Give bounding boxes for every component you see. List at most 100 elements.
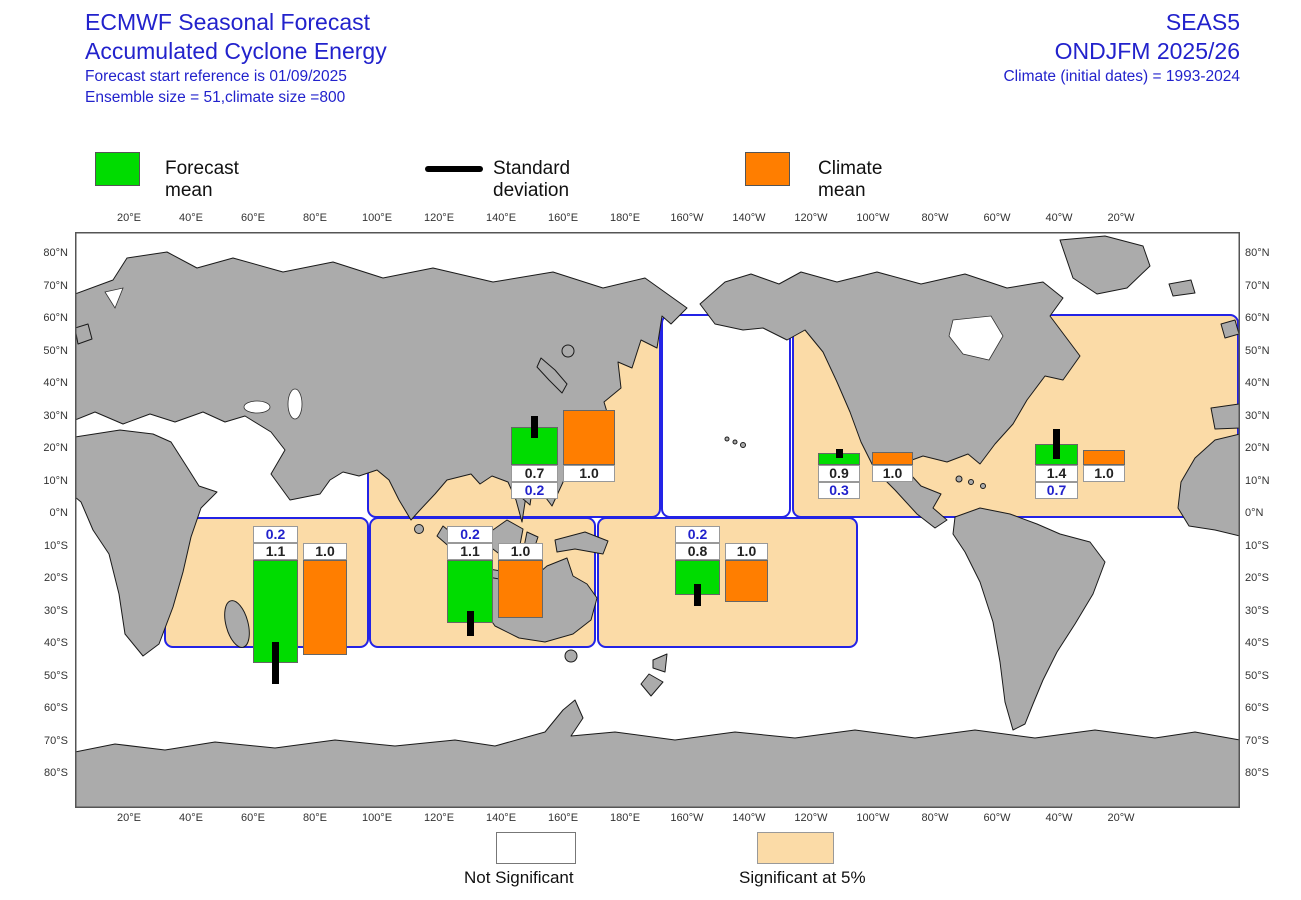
island-iceland <box>1168 279 1196 297</box>
latitude-label: 70°S <box>1245 734 1269 747</box>
forecast-start-reference: Forecast start reference is 01/09/2025 <box>85 68 347 85</box>
inland-seas <box>104 287 1004 420</box>
not-significant-label: Not Significant <box>464 868 574 887</box>
latitude-label: 50°N <box>1245 344 1270 357</box>
hudson-bay <box>948 315 1004 361</box>
longitude-label: 20°E <box>117 212 141 224</box>
latitude-label: 60°N <box>1245 312 1270 324</box>
longitude-label: 160°E <box>547 212 579 224</box>
latitude-label: 30°S <box>1245 604 1269 617</box>
climate-value: 1.0 <box>725 543 768 560</box>
forecast-value: 0.7 <box>511 465 558 482</box>
latitude-label: 30°N <box>43 409 68 422</box>
island-sri-lanka <box>414 524 424 534</box>
latitude-label: 20°S <box>44 572 68 584</box>
longitude-label: 20°W <box>1107 812 1135 824</box>
forecast-sd-value: 0.7 <box>1035 482 1078 499</box>
islands-caribbean <box>955 475 986 489</box>
header-right: SEAS5 ONDJFM 2025/26 Climate (initial da… <box>1003 8 1240 87</box>
climate-bar <box>872 452 913 465</box>
longitude-label: 160°E <box>547 812 579 824</box>
longitude-label: 180°E <box>609 812 641 824</box>
forecast-sd-value: 0.2 <box>511 482 558 499</box>
climate-value: 1.0 <box>563 465 615 482</box>
latitude-label: 20°N <box>1245 442 1270 454</box>
stddev-marker <box>272 642 279 684</box>
forecast-sd-value: 0.2 <box>447 526 493 543</box>
latitude-label: 0°N <box>1245 507 1264 519</box>
forecast-value: 0.9 <box>818 465 860 482</box>
climate-value: 1.0 <box>498 543 543 560</box>
forecast-value: 1.1 <box>447 543 493 560</box>
latitude-label: 10°N <box>43 474 68 487</box>
longitude-label: 100°W <box>856 212 890 224</box>
stddev-marker <box>1053 429 1060 459</box>
longitude-label: 80°E <box>303 212 327 224</box>
page-title: ECMWF Seasonal Forecast <box>85 9 371 35</box>
latitude-label: 20°N <box>43 442 68 454</box>
longitude-label: 40°W <box>1045 212 1073 224</box>
ensemble-size-note: Ensemble size = 51,climate size =800 <box>85 89 346 106</box>
longitude-label: 120°E <box>423 812 455 824</box>
latitude-axis-right: 80°N 70°N 60°N 50°N 40°N 30°N 20°N 10°N 0°N 10°S 2… <box>1245 232 1299 808</box>
landmass-iberia-right <box>1210 403 1240 430</box>
longitude-label: 120°W <box>794 812 828 824</box>
longitude-label: 140°E <box>485 812 517 824</box>
landmass-antarctica <box>75 699 1240 808</box>
island-new-zealand-south <box>640 673 664 697</box>
longitude-label: 100°E <box>361 812 393 824</box>
latitude-label: 30°S <box>44 604 68 617</box>
latitude-label: 10°N <box>1245 474 1270 487</box>
latitude-label: 0°N <box>49 507 68 519</box>
climate-mean-label: Climate mean <box>818 158 883 201</box>
longitude-label: 140°W <box>732 812 766 824</box>
baltic-sea <box>104 287 124 309</box>
latitude-label: 20°S <box>1245 572 1269 584</box>
longitude-label: 180°E <box>609 212 641 224</box>
forecast-value: 1.1 <box>253 543 298 560</box>
forecast-sd-value: 0.2 <box>675 526 720 543</box>
climate-value: 1.0 <box>303 543 347 560</box>
latitude-label: 60°N <box>43 312 68 324</box>
not-significant-swatch <box>496 832 576 864</box>
longitude-label: 60°E <box>241 212 265 224</box>
significant-label: Significant at 5% <box>739 868 866 887</box>
standard-deviation-swatch <box>425 166 483 172</box>
island-hokkaido <box>561 344 575 358</box>
longitude-label: 40°E <box>179 212 203 224</box>
stddev-marker <box>835 448 843 458</box>
longitude-label: 20°W <box>1107 212 1135 224</box>
latitude-label: 40°S <box>1245 637 1269 649</box>
landmass-africa <box>75 429 218 657</box>
climate-bar <box>498 560 543 618</box>
world-map: 0.7 0.2 1.0 0.9 0.3 1.0 1.4 0.7 1.0 1.1 0.2 1.0 1.1 0… <box>75 232 1240 808</box>
longitude-label: 140°W <box>732 212 766 224</box>
longitude-label: 60°E <box>241 812 265 824</box>
forecast-value: 0.8 <box>675 543 720 560</box>
black-sea <box>243 400 271 414</box>
longitude-label: 100°W <box>856 812 890 824</box>
latitude-label: 60°S <box>1245 702 1269 714</box>
system-name: SEAS5 <box>1165 9 1240 35</box>
climate-bar <box>1083 450 1125 465</box>
latitude-label: 10°S <box>1245 539 1269 552</box>
latitude-label: 80°N <box>43 247 68 259</box>
climate-dates-note: Climate (initial dates) = 1993-2024 <box>1003 68 1240 85</box>
forecast-mean-label: Forecast mean <box>165 158 239 201</box>
significant-swatch <box>757 832 834 864</box>
islands-hawaii <box>724 436 746 448</box>
forecast-sd-value: 0.2 <box>253 526 298 543</box>
island-madagascar <box>224 600 250 648</box>
latitude-label: 70°S <box>44 734 68 747</box>
island-new-guinea <box>554 531 609 555</box>
climate-mean-swatch <box>745 152 790 186</box>
latitude-label: 50°S <box>1245 669 1269 682</box>
climate-value: 1.0 <box>872 465 913 482</box>
longitude-label: 80°W <box>921 812 949 824</box>
forecast-mean-swatch <box>95 152 140 186</box>
longitude-axis-top: 20°E 40°E 60°E 80°E 100°E 120°E 140°E 160°E 180°… <box>75 212 1240 226</box>
caspian-sea <box>287 388 303 420</box>
island-new-zealand-north <box>652 653 668 673</box>
latitude-label: 60°S <box>44 702 68 714</box>
